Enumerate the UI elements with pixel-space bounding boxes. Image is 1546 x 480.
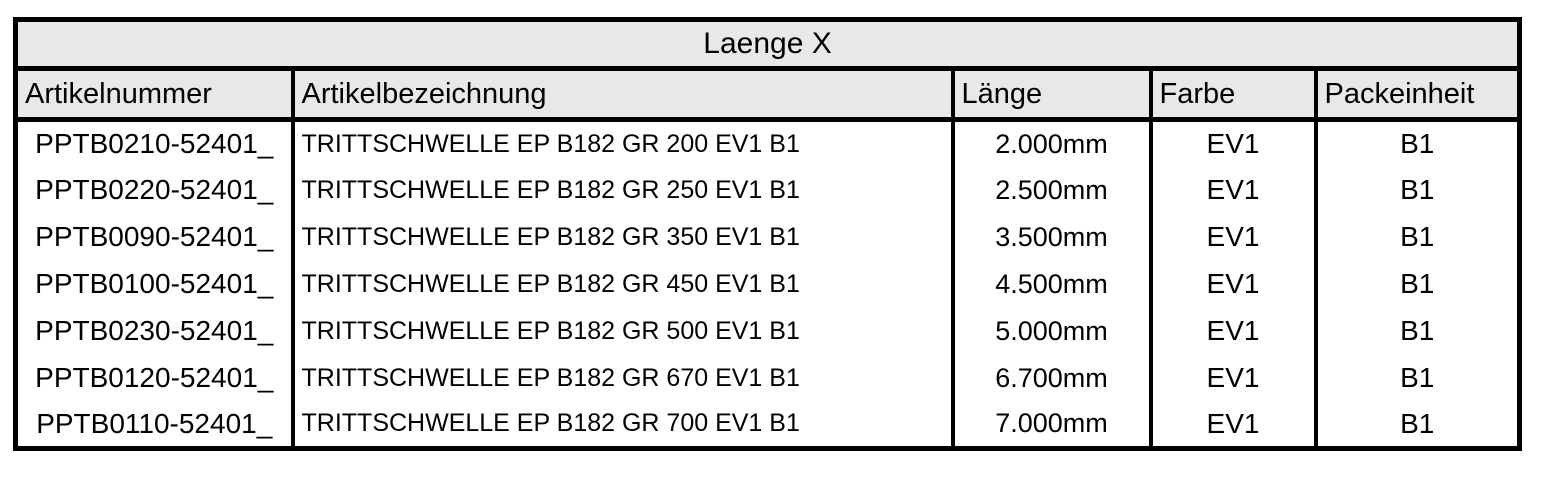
table-row: PPTB0100-52401_ TRITTSCHWELLE EP B182 GR … [15,260,1520,308]
cell-laenge: 7.000mm [952,401,1153,449]
cell-artikelnummer: PPTB0220-52401_ [15,166,295,214]
cell-farbe: EV1 [1150,213,1318,261]
cell-artikelbezeichnung: TRITTSCHWELLE EP B182 GR 450 EV1 B1 [292,260,955,308]
cell-packeinheit: B1 [1400,221,1435,252]
title-row: Laenge X [15,19,1520,71]
column-header-farbe: Farbe [1150,68,1318,122]
cell-packeinheit: B1 [1400,362,1435,393]
column-header-artikelnummer: Artikelnummer [15,68,295,122]
header-row: Artikelnummer Artikelbezeichnung Länge F… [15,68,1520,122]
table-row: PPTB0120-52401_ TRITTSCHWELLE EP B182 GR … [15,354,1520,402]
cell-laenge: 3.500mm [952,213,1153,261]
cell-packeinheit: B1 [1400,128,1435,160]
cell-artikelnummer: PPTB0120-52401_ [15,354,295,402]
cell-packeinheit: B1 [1400,315,1435,346]
cell-packeinheit: B1 [1400,407,1435,439]
cell-packeinheit: B1 [1400,174,1435,205]
cell-packeinheit: B1 [1400,268,1435,299]
table-row: PPTB0090-52401_ TRITTSCHWELLE EP B182 GR … [15,213,1520,261]
cell-farbe: EV1 [1150,401,1318,449]
cell-farbe: EV1 [1150,307,1318,355]
cell-farbe: EV1 [1150,354,1318,402]
cell-laenge: 4.500mm [952,260,1153,308]
cell-farbe: EV1 [1150,166,1318,214]
table-body: PPTB0210-52401_ TRITTSCHWELLE EP B182 GR … [15,119,1520,449]
table-title: Laenge X [15,19,1520,71]
product-table: Laenge X Artikelnummer Artikelbezeichnun… [13,17,1523,451]
cell-artikelbezeichnung: TRITTSCHWELLE EP B182 GR 200 EV1 B1 [292,119,955,167]
table-row: PPTB0230-52401_ TRITTSCHWELLE EP B182 GR … [15,307,1520,355]
cell-artikelnummer: PPTB0090-52401_ [15,213,295,261]
cell-laenge: 2.500mm [952,166,1153,214]
column-header-laenge: Länge [952,68,1153,122]
column-header-artikelbezeichnung: Artikelbezeichnung [292,68,955,122]
table-row: PPTB0220-52401_ TRITTSCHWELLE EP B182 GR … [15,166,1520,214]
cell-artikelbezeichnung: TRITTSCHWELLE EP B182 GR 250 EV1 B1 [292,166,955,214]
cell-artikelnummer: PPTB0100-52401_ [15,260,295,308]
cell-artikelnummer: PPTB0210-52401_ [15,119,295,167]
cell-farbe: EV1 [1150,119,1318,167]
cell-laenge: 5.000mm [952,307,1153,355]
cell-artikelbezeichnung: TRITTSCHWELLE EP B182 GR 670 EV1 B1 [292,354,955,402]
cell-laenge: 2.000mm [952,119,1153,167]
cell-artikelbezeichnung: TRITTSCHWELLE EP B182 GR 500 EV1 B1 [292,307,955,355]
cell-artikelnummer: PPTB0230-52401_ [15,307,295,355]
cell-artikelbezeichnung: TRITTSCHWELLE EP B182 GR 700 EV1 B1 [292,401,955,449]
cell-farbe: EV1 [1150,260,1318,308]
cell-artikelnummer: PPTB0110-52401_ [15,401,295,449]
table-row: PPTB0110-52401_ TRITTSCHWELLE EP B182 GR … [15,401,1520,449]
table-row: PPTB0210-52401_ TRITTSCHWELLE EP B182 GR … [15,119,1520,167]
cell-artikelbezeichnung: TRITTSCHWELLE EP B182 GR 350 EV1 B1 [292,213,955,261]
cell-laenge: 6.700mm [952,354,1153,402]
column-header-packeinheit: Packeinheit [1315,68,1520,122]
